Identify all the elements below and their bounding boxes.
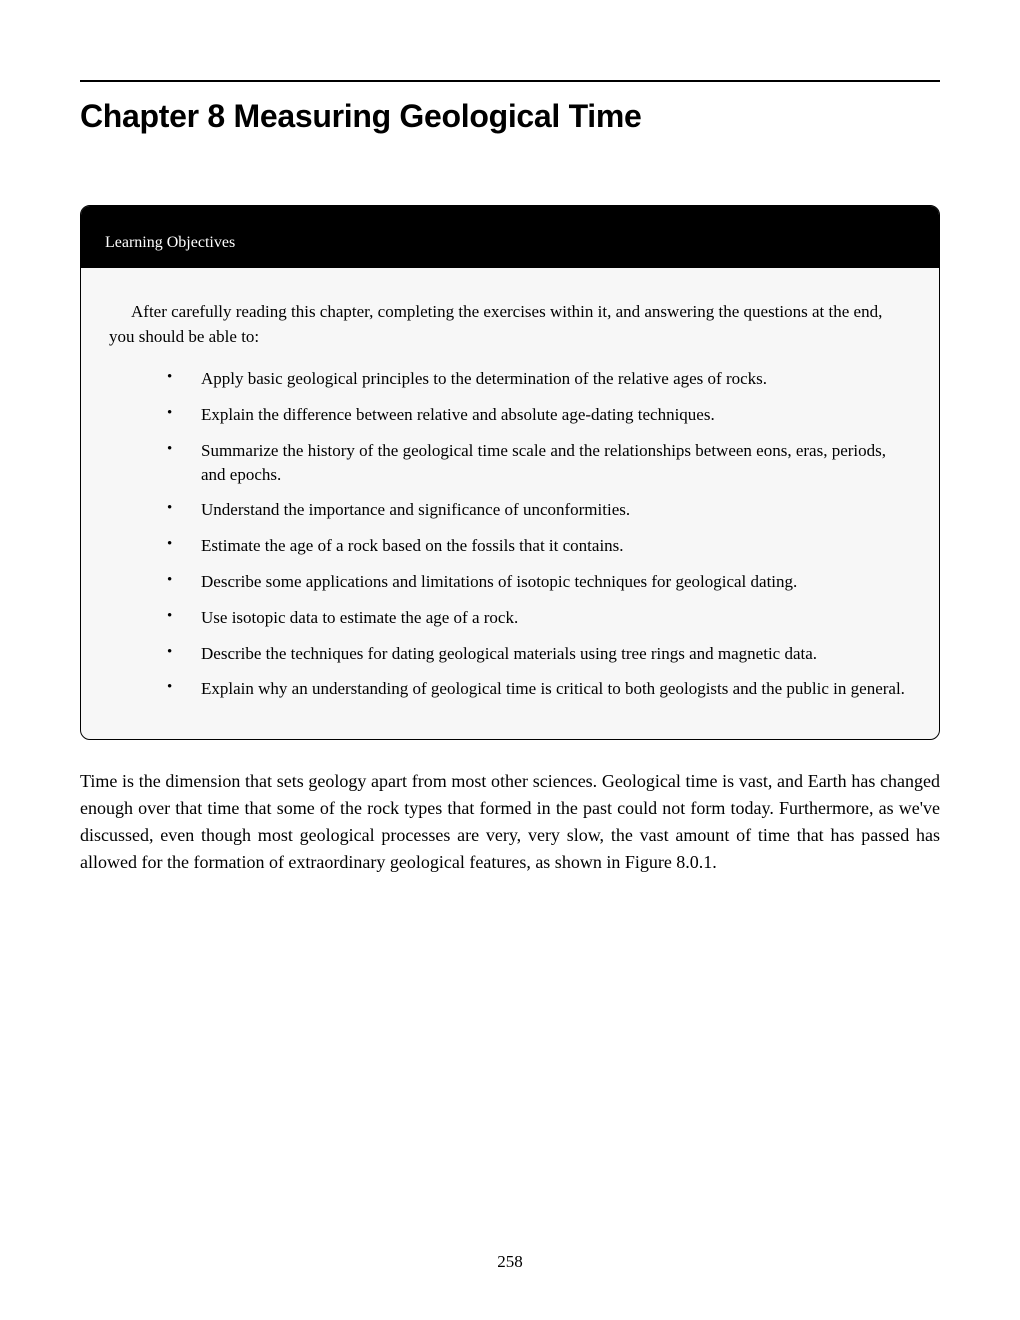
list-item: Describe some applications and limitatio… [167, 570, 911, 594]
objectives-body: After carefully reading this chapter, co… [81, 268, 939, 739]
horizontal-rule [80, 80, 940, 82]
list-item: Understand the importance and significan… [167, 498, 911, 522]
list-item: Apply basic geological principles to the… [167, 367, 911, 391]
list-item: Describe the techniques for dating geolo… [167, 642, 911, 666]
body-paragraph: Time is the dimension that sets geology … [80, 768, 940, 876]
objectives-intro: After carefully reading this chapter, co… [109, 300, 911, 349]
list-item: Use isotopic data to estimate the age of… [167, 606, 911, 630]
page-number: 258 [0, 1252, 1020, 1272]
list-item: Summarize the history of the geological … [167, 439, 911, 487]
learning-objectives-box: Learning Objectives After carefully read… [80, 205, 940, 740]
list-item: Explain the difference between relative … [167, 403, 911, 427]
chapter-title: Chapter 8 Measuring Geological Time [80, 98, 940, 135]
objectives-list: Apply basic geological principles to the… [109, 367, 911, 701]
list-item: Estimate the age of a rock based on the … [167, 534, 911, 558]
objectives-header: Learning Objectives [81, 206, 939, 268]
list-item: Explain why an understanding of geologic… [167, 677, 911, 701]
